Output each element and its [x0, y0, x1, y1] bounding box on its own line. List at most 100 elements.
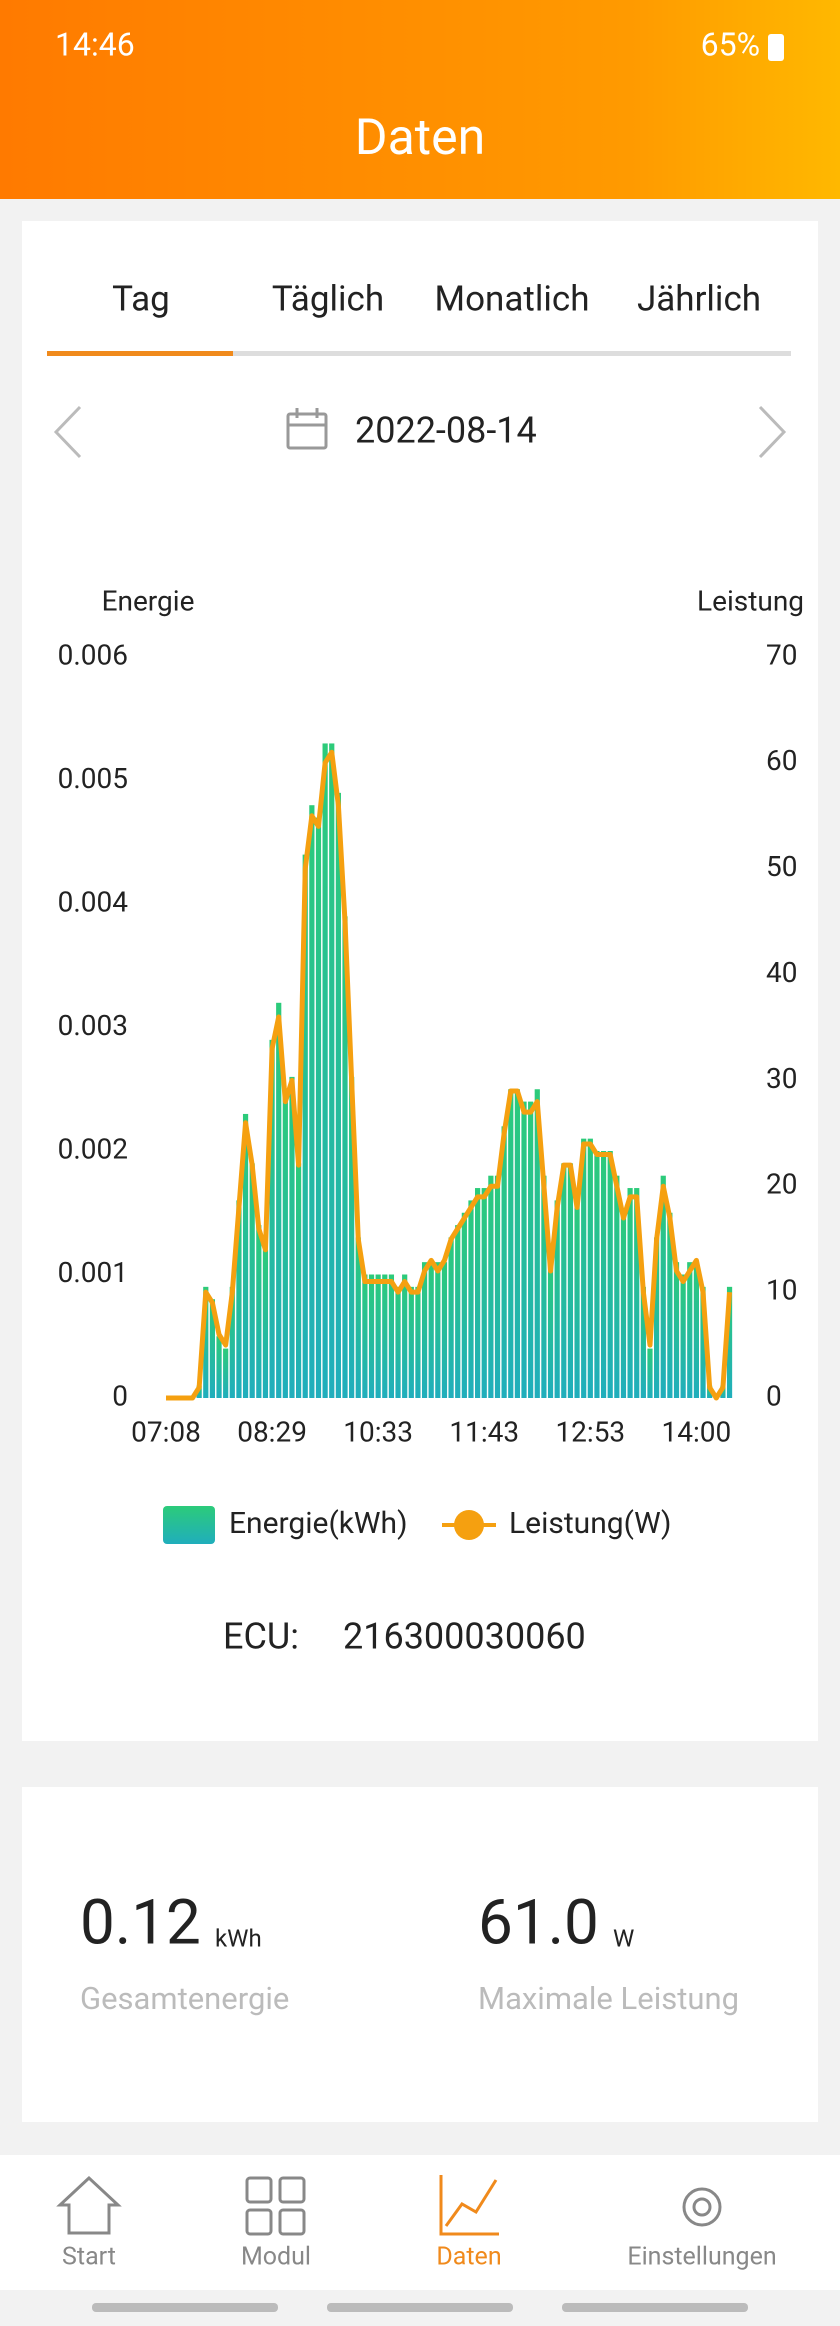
energy-bar: [455, 1225, 461, 1398]
tab[interactable]: Tag: [112, 278, 170, 319]
y-tick-label: 0.004: [58, 885, 129, 918]
system-handle: [562, 2303, 748, 2312]
x-tick-label: 10:33: [343, 1415, 413, 1448]
ecu-value: 216300030060: [343, 1616, 586, 1658]
status-battery: 65%: [701, 25, 760, 63]
energy-bar: [521, 1101, 527, 1398]
energy-bar: [581, 1138, 587, 1398]
battery-icon: [768, 34, 784, 61]
energy-bar: [687, 1262, 693, 1398]
power-line: [166, 749, 733, 1401]
energy-bar: [647, 1348, 653, 1398]
energy-bar: [388, 1274, 395, 1398]
next-date[interactable]: [758, 405, 787, 459]
energy-bar: [514, 1089, 520, 1398]
energy-bar: [488, 1175, 494, 1398]
energy-bar: [468, 1200, 474, 1398]
energy-bar: [547, 1262, 554, 1398]
energy-bar: [421, 1262, 428, 1398]
energy-bar: [249, 1163, 255, 1398]
y2-tick-label: 10: [766, 1274, 797, 1307]
y2-tick-label: 50: [766, 850, 797, 883]
energy-bar: [620, 1212, 627, 1398]
energy-bar: [302, 854, 308, 1398]
y-tick-label: 0.006: [58, 638, 128, 671]
energy-bar: [435, 1262, 441, 1398]
legend-marker: [454, 1510, 484, 1540]
energy-bar: [216, 1336, 222, 1398]
stats-card: [22, 1787, 818, 2122]
y2-tick-label: 60: [766, 744, 797, 777]
y-tick-label: 0.002: [58, 1132, 128, 1165]
energy-bar: [627, 1188, 633, 1398]
legend-label: Leistung(W): [509, 1506, 671, 1541]
energy-bar: [375, 1274, 381, 1398]
stat-value: 61.0: [478, 1886, 599, 1959]
energy-bar: [309, 805, 315, 1398]
energy-bar: [395, 1286, 401, 1398]
energy-bar: [355, 1237, 361, 1398]
energy-bar: [594, 1151, 600, 1398]
energy-bar: [600, 1151, 607, 1398]
nav-icons: [56, 2175, 722, 2236]
energy-bar: [441, 1262, 448, 1398]
x-tick-label: 08:29: [237, 1415, 307, 1448]
legend-label: Energie(kWh): [229, 1506, 408, 1541]
energy-bar: [209, 1299, 216, 1398]
energy-bar: [335, 792, 341, 1398]
energy-bar: [428, 1262, 434, 1398]
energy-bar: [276, 1002, 282, 1398]
tab[interactable]: Täglich: [272, 278, 384, 319]
energy-bar: [322, 743, 328, 1398]
energy-bar: [342, 916, 348, 1398]
energy-bar: [481, 1188, 487, 1398]
system-handle: [92, 2303, 278, 2312]
ecu-label: ECU:: [223, 1616, 299, 1658]
header: [0, 0, 840, 199]
energy-bar: [415, 1286, 421, 1398]
energy-bar: [236, 1200, 242, 1398]
energy-bar: [541, 1175, 547, 1398]
nav-item[interactable]: Modul: [241, 2243, 311, 2272]
header-title: Daten: [355, 109, 486, 167]
energy-bar: [673, 1262, 680, 1398]
energy-bar: [475, 1188, 481, 1398]
system-handle: [327, 2303, 513, 2312]
energy-bar: [262, 1249, 269, 1398]
tab[interactable]: Monatlich: [435, 278, 590, 319]
tab[interactable]: Jährlich: [637, 278, 761, 319]
energy-bar: [567, 1163, 574, 1398]
energy-bar: [461, 1212, 467, 1398]
energy-bar: [607, 1151, 613, 1398]
stat-unit: kWh: [215, 1924, 262, 1952]
nav-item[interactable]: Einstellungen: [627, 2243, 776, 2272]
energy-bar: [448, 1237, 454, 1398]
energy-bar: [242, 1113, 249, 1398]
nav-icon-active: [439, 2175, 499, 2236]
energy-bar: [349, 1076, 355, 1398]
energy-bar: [368, 1274, 375, 1398]
nav-item[interactable]: Daten: [436, 2243, 501, 2272]
date[interactable]: 2022-08-14: [355, 410, 537, 452]
energy-bar: [269, 1039, 275, 1398]
y2-axis-label: Leistung: [697, 584, 804, 617]
energy-bar: [408, 1286, 414, 1398]
energy-bar: [534, 1089, 540, 1398]
energy-bar: [700, 1286, 706, 1398]
energy-bar: [561, 1163, 567, 1398]
y2-tick-label: 40: [766, 956, 797, 989]
tab-indicator: [47, 351, 233, 356]
energy-bar: [223, 1348, 229, 1398]
y-tick-label: 0.001: [58, 1256, 128, 1289]
energy-bar: [726, 1286, 733, 1398]
energy-bar: [528, 1101, 534, 1398]
legend-swatch: [163, 1506, 215, 1544]
energy-bar: [660, 1175, 666, 1398]
nav-item[interactable]: Start: [62, 2243, 116, 2272]
energy-bar: [501, 1126, 507, 1398]
prev-date[interactable]: [53, 405, 82, 459]
y-axis-label: Energie: [102, 584, 195, 617]
y2-tick-label: 0: [766, 1379, 782, 1412]
